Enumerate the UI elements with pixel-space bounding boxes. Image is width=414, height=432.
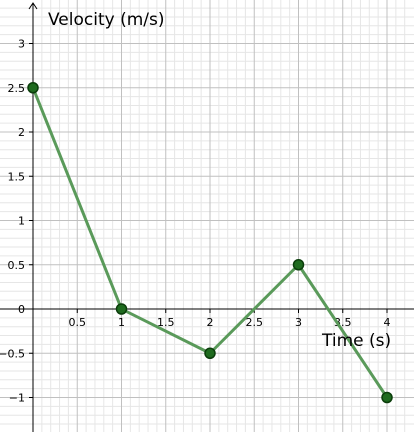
y-tick-label: 0 [18, 303, 25, 316]
data-point [27, 82, 39, 94]
x-tick-label: 2.5 [246, 316, 264, 329]
y-tick-label: 3 [18, 38, 25, 51]
y-tick-label: −1 [9, 392, 25, 405]
y-tick-label: −0.5 [0, 347, 25, 360]
x-tick-label: 1 [118, 316, 125, 329]
data-point [115, 303, 128, 315]
tick-labels: 0.5 1 1.5 2 2.5 3 3.5 432.521.510.50−0.5−1 [0, 38, 391, 405]
x-tick-label: 0.5 [69, 316, 87, 329]
data-point [292, 259, 305, 271]
y-axis-title: Velocity (m/s) [48, 10, 165, 30]
data-point [381, 391, 393, 404]
x-tick-label: 1.5 [157, 316, 175, 329]
x-axis-title: Time (s) [321, 331, 391, 351]
y-tick-label: 1 [18, 215, 25, 228]
x-tick-label: 3 [295, 316, 302, 329]
x-tick-label: 2 [207, 316, 214, 329]
y-axis-arrow [28, 2, 38, 10]
data-points [27, 82, 393, 404]
y-tick-label: 1.5 [8, 170, 26, 183]
y-tick-label: 2 [18, 126, 25, 139]
x-tick-label: 4 [384, 316, 391, 329]
y-tick-label: 0.5 [8, 259, 26, 272]
data-point [204, 347, 216, 359]
y-tick-label: 2.5 [8, 82, 26, 95]
